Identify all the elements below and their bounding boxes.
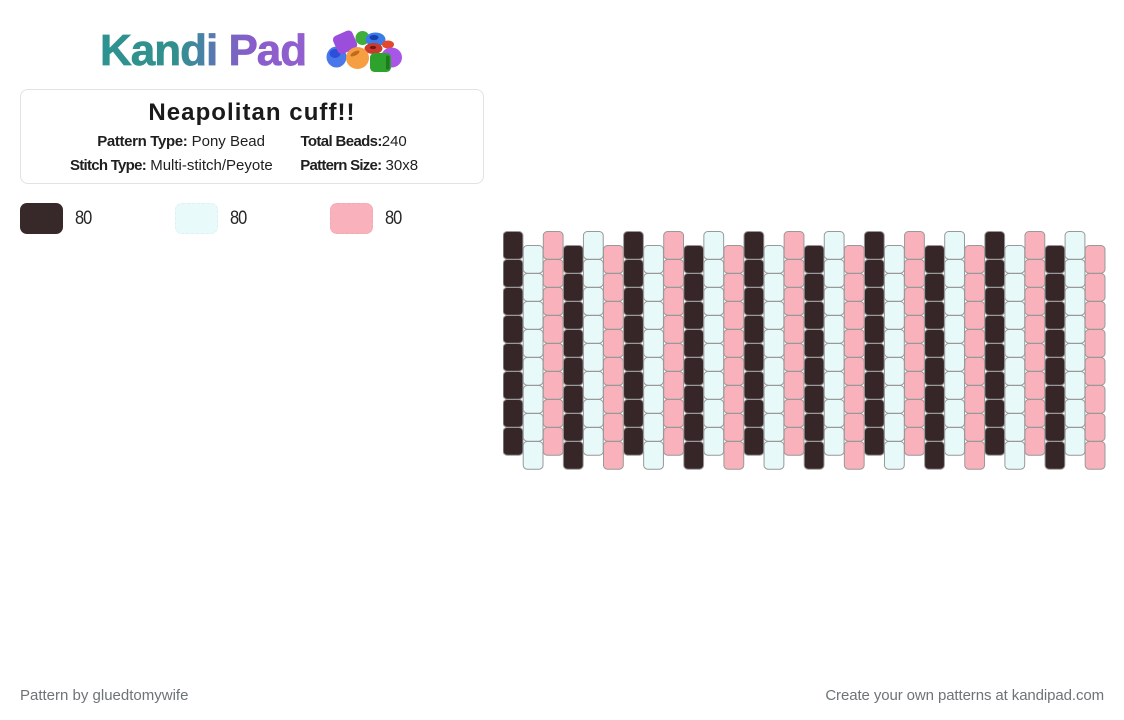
svg-text:Kandi Pad: Kandi Pad	[100, 26, 306, 75]
